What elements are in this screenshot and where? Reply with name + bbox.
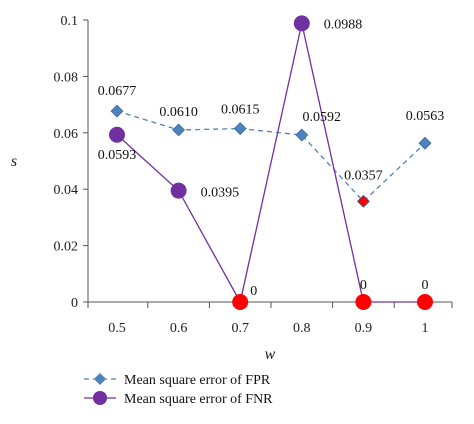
fnr-data-label: 0.0395 xyxy=(201,186,240,201)
y-tick-label: 0.02 xyxy=(54,240,79,255)
fnr-data-label: 0 xyxy=(360,278,367,293)
fpr-marker xyxy=(110,104,124,118)
axes: 0 0.02 0.04 0.06 0.08 0.1 0.5 0.6 0.7 0.8 0.9 1 s w xyxy=(11,14,453,363)
x-tick-label: 0.5 xyxy=(108,321,126,336)
fpr-marker xyxy=(172,123,186,137)
y-tick-label: 0.08 xyxy=(54,70,79,85)
legend-label-fpr: Mean square error of FPR xyxy=(124,373,271,388)
y-tick-label: 0.1 xyxy=(61,14,79,29)
y-tick-label: 0.06 xyxy=(54,127,79,142)
legend-swatch-fpr-marker xyxy=(94,373,106,385)
fpr-marker xyxy=(418,136,432,150)
x-tick-label: 1 xyxy=(422,321,429,336)
x-axis-title: w xyxy=(265,346,276,363)
data-labels: 0.0677 0.0610 0.0615 0.0592 0.0357 0.0563 0.05… xyxy=(98,17,445,299)
fpr-data-label: 0.0615 xyxy=(221,103,260,118)
fpr-data-label: 0.0592 xyxy=(303,110,342,125)
fnr-marker xyxy=(232,294,249,310)
x-tick-label: 0.9 xyxy=(355,321,373,336)
fnr-marker xyxy=(355,294,372,310)
fpr-marker xyxy=(233,122,247,135)
series-lines xyxy=(116,23,426,304)
fpr-data-label: 0.0563 xyxy=(406,109,445,124)
x-tick-label: 0.6 xyxy=(170,321,188,336)
fpr-data-label: 0.0357 xyxy=(344,168,383,183)
y-tick-label: 0 xyxy=(71,296,78,311)
x-tick-label: 0.8 xyxy=(293,321,311,336)
legend-label-fnr: Mean square error of FNR xyxy=(124,392,273,407)
fnr-data-label: 0.0988 xyxy=(324,17,363,32)
fnr-data-label: 0 xyxy=(250,284,257,299)
y-axis-title: s xyxy=(11,153,17,170)
fpr-marker xyxy=(356,194,370,208)
fnr-marker xyxy=(170,182,187,199)
fnr-data-label: 0.0593 xyxy=(98,148,137,163)
fpr-data-label: 0.0677 xyxy=(98,84,137,99)
legend: Mean square error of FPR Mean square erro… xyxy=(84,373,273,407)
fnr-data-label: 0 xyxy=(422,278,429,293)
fpr-marker xyxy=(295,128,309,142)
fnr-marker xyxy=(293,15,310,32)
x-tick-label: 0.7 xyxy=(231,321,249,336)
fnr-marker xyxy=(417,294,433,310)
y-tick-label: 0.04 xyxy=(54,183,79,198)
series-line-fnr xyxy=(116,23,425,304)
fpr-data-label: 0.0610 xyxy=(159,105,198,120)
markers xyxy=(109,15,433,310)
legend-swatch-fnr-marker xyxy=(93,391,107,405)
fnr-marker xyxy=(109,126,125,143)
series-line-fpr xyxy=(116,110,426,203)
